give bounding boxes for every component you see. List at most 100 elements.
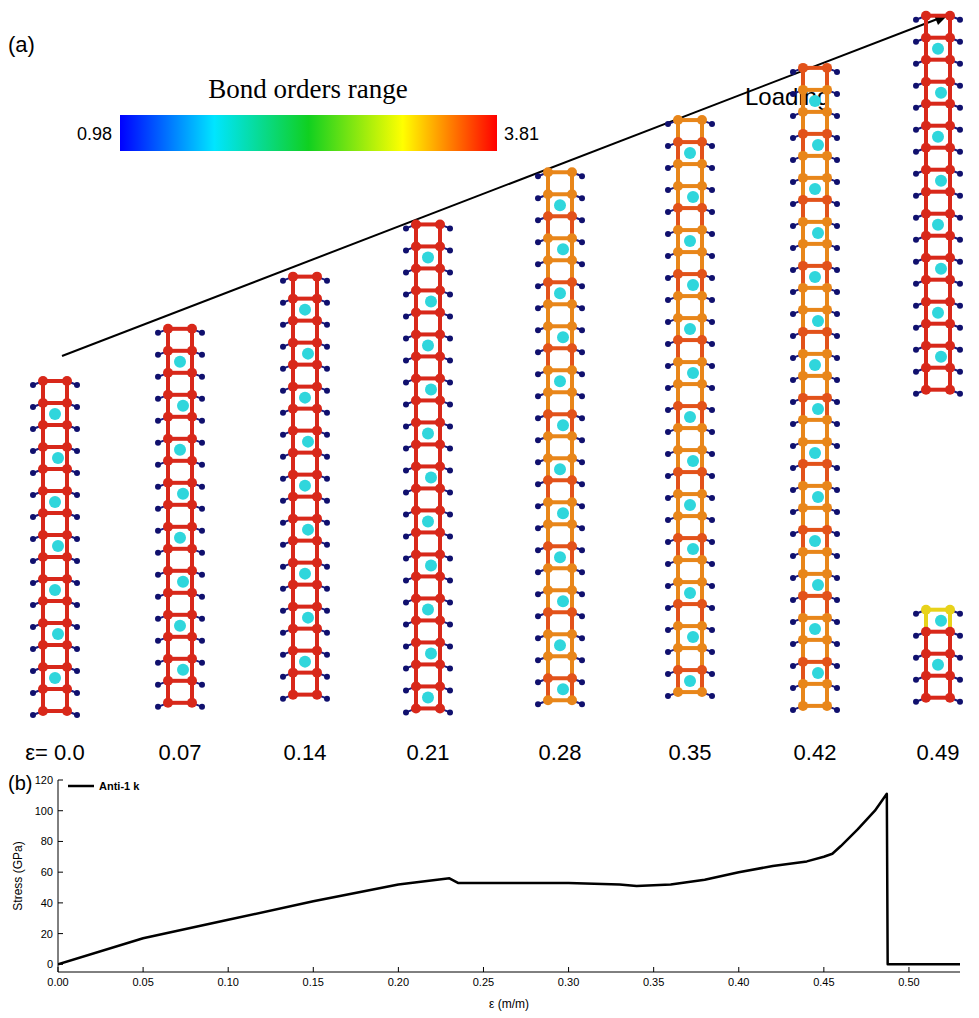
hydrogen xyxy=(155,550,161,556)
hydrogen xyxy=(913,61,919,67)
atom xyxy=(921,319,931,329)
hydrogen xyxy=(74,646,80,652)
hydrogen xyxy=(74,668,80,674)
atom xyxy=(822,547,832,557)
atom xyxy=(312,558,322,568)
atom xyxy=(435,659,445,669)
hydrogen xyxy=(957,633,963,639)
center-atom xyxy=(687,631,699,643)
loading-arrow xyxy=(62,18,940,356)
atom xyxy=(697,423,707,433)
atom xyxy=(921,143,931,153)
hydrogen xyxy=(155,682,161,688)
hydrogen xyxy=(709,385,715,391)
atom xyxy=(543,167,553,177)
atom xyxy=(921,231,931,241)
hydrogen xyxy=(280,410,286,416)
atom xyxy=(62,706,72,716)
atom xyxy=(798,217,808,227)
center-atom xyxy=(425,383,437,395)
center-atom xyxy=(684,587,696,599)
hydrogen xyxy=(790,663,796,669)
hydrogen xyxy=(790,311,796,317)
center-atom xyxy=(422,251,434,263)
atom xyxy=(312,360,322,370)
center-atom xyxy=(49,584,61,596)
hydrogen xyxy=(834,311,840,317)
atom xyxy=(567,233,577,243)
atom xyxy=(921,649,931,659)
x-tick-label: 0.30 xyxy=(558,976,579,988)
hydrogen xyxy=(535,261,541,267)
hydrogen xyxy=(834,487,840,493)
atom xyxy=(435,263,445,273)
hydrogen xyxy=(579,393,585,399)
hydrogen xyxy=(913,39,919,45)
atom xyxy=(567,563,577,573)
x-tick xyxy=(568,967,569,972)
hydrogen xyxy=(834,377,840,383)
center-atom xyxy=(554,463,566,475)
center-atom xyxy=(809,623,821,635)
atom xyxy=(62,574,72,584)
hydrogen xyxy=(834,113,840,119)
atom xyxy=(697,291,707,301)
x-tick xyxy=(58,967,59,972)
hydrogen xyxy=(403,335,409,341)
center-atom xyxy=(935,263,947,275)
hydrogen xyxy=(834,553,840,559)
hydrogen xyxy=(790,465,796,471)
hydrogen xyxy=(665,451,671,457)
atom xyxy=(822,173,832,183)
atom xyxy=(798,151,808,161)
center-atom xyxy=(932,219,944,231)
hydrogen xyxy=(665,561,671,567)
atom xyxy=(798,107,808,117)
hydrogen xyxy=(790,69,796,75)
center-atom xyxy=(935,87,947,99)
hydrogen xyxy=(74,514,80,520)
atom xyxy=(187,390,197,400)
atom xyxy=(673,269,683,279)
atom xyxy=(822,63,832,73)
atom xyxy=(288,492,298,502)
atom xyxy=(945,209,955,219)
hydrogen xyxy=(199,572,205,578)
hydrogen xyxy=(30,646,36,652)
hydrogen xyxy=(403,665,409,671)
atom xyxy=(673,577,683,587)
hydrogen xyxy=(665,517,671,523)
strain-label: 0.49 xyxy=(917,740,960,765)
atom xyxy=(673,181,683,191)
atom xyxy=(288,316,298,326)
hydrogen xyxy=(834,575,840,581)
center-atom xyxy=(422,691,434,703)
atom xyxy=(312,426,322,436)
hydrogen xyxy=(199,462,205,468)
atom xyxy=(567,673,577,683)
x-tick xyxy=(908,967,909,972)
hydrogen xyxy=(709,187,715,193)
molecule-column xyxy=(155,324,205,710)
hydrogen xyxy=(709,209,715,215)
atom xyxy=(697,643,707,653)
hydrogen xyxy=(579,613,585,619)
atom xyxy=(38,398,48,408)
center-atom xyxy=(684,147,696,159)
atom xyxy=(435,571,445,581)
hydrogen xyxy=(579,217,585,223)
atom xyxy=(435,615,445,625)
hydrogen xyxy=(535,195,541,201)
y-tick xyxy=(58,841,63,842)
hydrogen xyxy=(535,657,541,663)
atom xyxy=(62,552,72,562)
atom xyxy=(312,382,322,392)
atom xyxy=(312,338,322,348)
center-atom xyxy=(687,279,699,291)
atom xyxy=(62,530,72,540)
atom xyxy=(822,437,832,447)
hydrogen xyxy=(447,489,453,495)
atom xyxy=(62,420,72,430)
center-atom xyxy=(932,131,944,143)
hydrogen xyxy=(155,418,161,424)
